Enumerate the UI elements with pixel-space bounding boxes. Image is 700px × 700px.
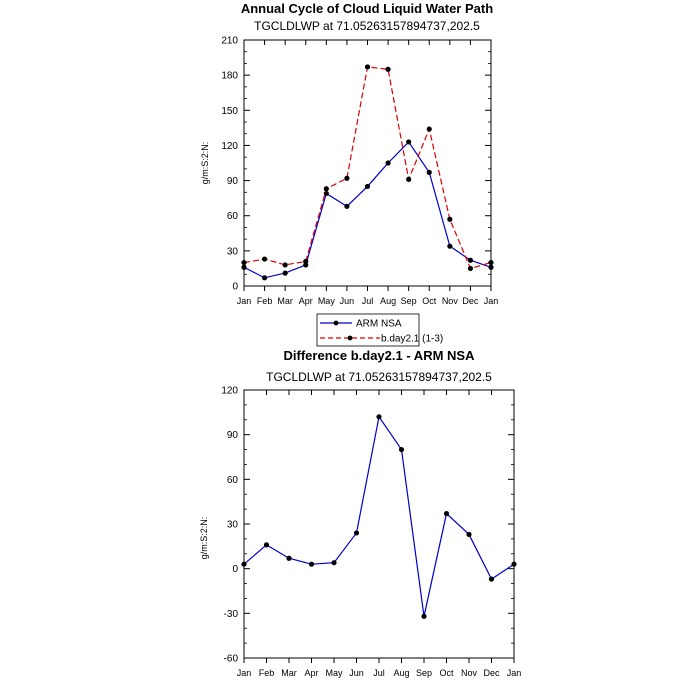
data-point-difference [263,542,270,548]
data-point-arm-nsa [261,275,268,281]
x-tick-label: Jul [373,668,385,678]
x-tick-label: Feb [257,296,273,306]
data-point-arm-nsa [426,169,432,175]
y-tick-label: 210 [221,36,238,47]
x-tick-label: Oct [439,668,454,678]
data-point-difference [286,555,292,561]
x-tick-label: Nov [461,668,478,678]
x-tick-label: Feb [259,668,275,678]
chart-title: Annual Cycle of Cloud Liquid Water Path [241,1,493,16]
y-tick-label: 60 [227,211,239,222]
data-point-arm-nsa [406,139,412,145]
series-line-b-day2-1-1-3 [243,66,492,270]
chart-subtitle: TGCLDLWP at 71.05263157894737,202.5 [266,370,492,384]
data-point-b-day2-1-1-3 [261,256,268,262]
data-point-arm-nsa [385,160,391,166]
y-axis-label: g/m:S:2:N: [200,142,210,185]
y-tick-label: 150 [221,106,238,117]
data-point-difference [511,561,517,567]
data-point-b-day2-1-1-3 [385,66,391,72]
x-tick-label: Dec [462,296,479,306]
data-point-b-day2-1-1-3 [447,216,453,222]
data-point-arm-nsa [241,264,247,270]
y-tick-label: 0 [232,282,238,293]
data-point-b-day2-1-1-3 [488,259,494,266]
x-tick-label: Jul [362,296,374,306]
data-point-b-day2-1-1-3 [426,126,432,132]
data-point-b-day2-1-1-3 [241,259,247,266]
data-point-difference [353,530,360,536]
data-point-difference [241,561,247,567]
data-point-b-day2-1-1-3 [364,64,371,70]
y-tick-label: 90 [227,176,239,187]
y-tick-label: 30 [227,246,239,257]
y-tick-label: 90 [227,430,239,441]
data-point-arm-nsa [364,183,371,190]
data-point-difference [466,531,472,538]
x-tick-label: Mar [277,296,293,306]
x-tick-label: Apr [304,668,318,678]
x-tick-label: Sep [416,668,432,678]
y-tick-label: -60 [224,654,239,665]
x-tick-label: May [318,296,336,306]
y-tick-label: 0 [232,564,238,575]
y-tick-label: 180 [221,71,238,82]
data-point-b-day2-1-1-3 [467,265,474,272]
y-tick-label: 30 [227,520,239,531]
legend-label-b-day2-1: b.day2.1 (1-3) [381,334,443,345]
data-point-b-day2-1-1-3 [323,186,329,192]
data-point-difference [308,561,315,567]
x-tick-label: Aug [380,296,396,306]
data-point-difference [331,560,337,566]
x-tick-label: Jan [237,668,252,678]
x-tick-label: Jan [237,296,252,306]
data-point-difference [421,613,427,619]
plot-frame [243,389,515,659]
data-point-arm-nsa [282,270,288,276]
series-line-difference [243,415,515,617]
data-point-arm-nsa [447,243,453,249]
x-tick-label: Nov [442,296,459,306]
x-tick-label: Apr [299,296,313,306]
series-line-arm-nsa [243,140,492,279]
data-point-b-day2-1-1-3 [303,258,309,264]
x-tick-label: Jan [484,296,499,306]
y-tick-label: 120 [221,141,238,152]
x-tick-label: Jun [349,668,364,678]
data-point-arm-nsa [344,203,350,209]
x-tick-label: Oct [422,296,437,306]
y-tick-label: -30 [224,609,239,620]
data-point-difference [376,414,382,420]
data-point-b-day2-1-1-3 [282,262,288,268]
annual-cycle-chart: Annual Cycle of Cloud Liquid Water Path … [200,1,499,347]
x-tick-label: Aug [393,668,409,678]
x-tick-label: Sep [401,296,417,306]
data-point-arm-nsa [488,264,494,270]
y-tick-label: 120 [221,386,238,397]
y-axis-label: g/m:S:2:N: [199,517,209,560]
x-tick-label: Jan [507,668,522,678]
x-tick-label: Mar [281,668,297,678]
legend-box [316,313,420,347]
legend: ARM NSA b.day2.1 (1-3) [316,313,443,347]
chart-subtitle: TGCLDLWP at 71.05263157894737,202.5 [254,19,480,33]
x-tick-label: Jun [340,296,355,306]
data-point-b-day2-1-1-3 [406,176,412,182]
legend-label-arm-nsa: ARM NSA [356,319,402,330]
x-tick-label: Dec [483,668,500,678]
legend-marker-arm-nsa [333,320,339,326]
data-point-difference [443,510,450,517]
chart-title: Difference b.day2.1 - ARM NSA [284,348,476,363]
data-point-difference [488,576,495,582]
data-point-arm-nsa [467,257,474,263]
data-point-difference [398,446,405,453]
data-point-b-day2-1-1-3 [344,175,350,181]
legend-marker-b-day2-1 [347,335,353,341]
x-tick-label: May [325,668,343,678]
difference-chart: Difference b.day2.1 - ARM NSA TGCLDLWP a… [199,348,521,678]
y-tick-label: 60 [227,475,239,486]
